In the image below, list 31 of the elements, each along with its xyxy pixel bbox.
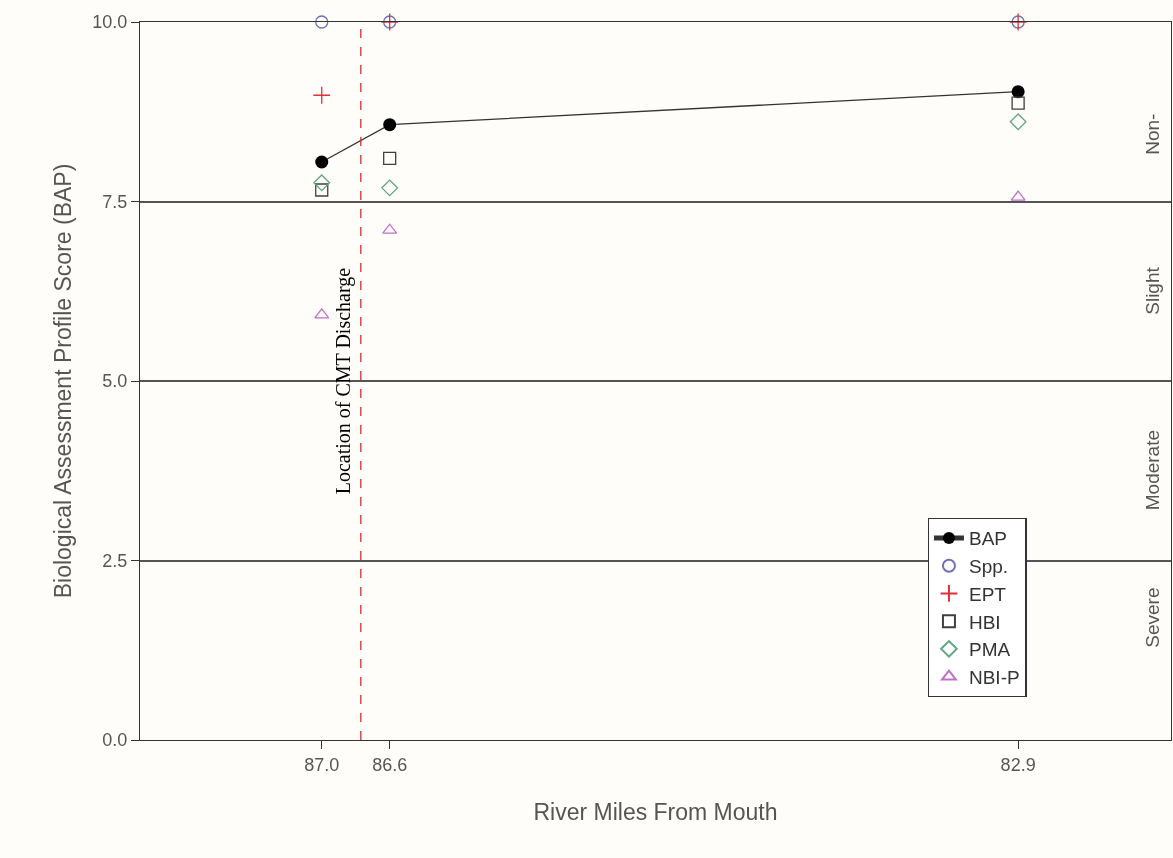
point: [315, 155, 329, 169]
annotation: Slight: [1142, 266, 1164, 315]
point: [1011, 96, 1025, 110]
legend-label: HBI: [968, 611, 1001, 633]
point: [383, 151, 397, 166]
y-tick-label: 5.0: [102, 371, 128, 392]
annotation: Moderate: [1141, 429, 1163, 511]
point: [383, 118, 397, 132]
x-tick-label: 86.6: [372, 754, 408, 775]
legend-label: NBI-P: [968, 666, 1020, 688]
y-tick-label: 10.0: [92, 12, 128, 33]
ref-line-label: Location of CMT Discharge: [332, 267, 356, 495]
legend-label: PMA: [968, 639, 1011, 661]
y-tick-label: 0.0: [102, 730, 128, 751]
point: [381, 179, 399, 197]
legend-label: Spp.: [968, 556, 1009, 578]
point: [312, 86, 331, 105]
annotation: Non-: [1142, 113, 1164, 155]
annotation: Severe: [1142, 587, 1164, 648]
point: [315, 183, 329, 197]
x-axis-title: River Miles From Mouth: [533, 799, 778, 826]
point: [313, 174, 331, 192]
point: [1009, 113, 1027, 131]
x-tick-label: 87.0: [304, 754, 340, 775]
y-tick-label: 7.5: [102, 191, 128, 212]
legend-label: EPT: [968, 583, 1007, 605]
x-tick-label: 82.9: [1000, 754, 1036, 775]
y-tick-label: 2.5: [102, 550, 128, 571]
y-axis-title: Biological Assessment Profile Score (BAP): [49, 163, 76, 599]
point: [315, 15, 329, 29]
legend-label: BAP: [968, 528, 1007, 550]
